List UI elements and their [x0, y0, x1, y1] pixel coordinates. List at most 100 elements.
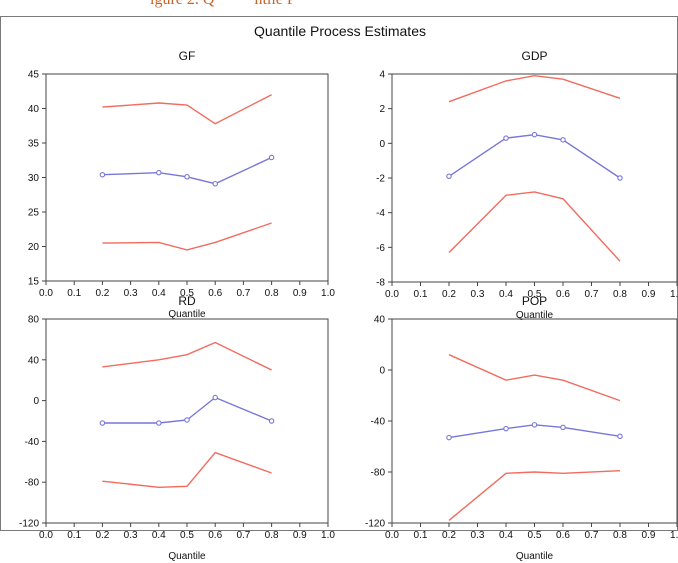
gdp-series-estimate-line: [448, 133, 621, 179]
pop-xtick-label: 0.2: [442, 530, 456, 541]
gf-xtick-label: 0.3: [124, 288, 138, 299]
top-strip: igure 2. Q ntile P: [0, 0, 678, 16]
rd-estimate-point: [99, 420, 106, 426]
gf-ytick-label: 35: [28, 139, 40, 150]
gdp-xtick-label: 0.5: [528, 289, 542, 300]
rd-xtick-label: 0.5: [180, 530, 194, 541]
gf-series-lower-line: [102, 222, 272, 251]
rd-estimate-point: [212, 394, 218, 401]
gdp-series-lower-line: [448, 191, 621, 262]
pop-xtick-label: 0.6: [556, 530, 570, 541]
figure-title: Quantile Process Estimates: [254, 23, 426, 39]
pop-ytick-label: 0: [379, 366, 385, 377]
gdp-xtick-label: 0.7: [585, 289, 599, 300]
pop-xtick-label: 0.7: [585, 530, 599, 541]
rd-series-upper-line: [102, 341, 272, 371]
rd-panel-title: RD: [178, 294, 196, 308]
rd-xtick-label: 0.2: [95, 530, 109, 541]
gf-ytick-label: 20: [28, 242, 40, 253]
rd-xtick-label: 0.9: [293, 530, 307, 541]
pop-estimate-point: [503, 425, 509, 432]
gf-xtick-label: 0.0: [39, 288, 53, 299]
pop-xtick-label: 0.8: [613, 530, 627, 541]
gf-xaxis-label: Quantile: [168, 309, 206, 320]
gf-series-upper-line: [102, 94, 272, 125]
gf-xtick-label: 0.8: [265, 288, 279, 299]
pop-xtick-label: 0.5: [528, 530, 542, 541]
gdp-xtick-label: 0.1: [414, 289, 428, 300]
gdp-estimate-point: [531, 131, 538, 138]
pop-ytick-label: 40: [374, 315, 386, 326]
gdp-panel-title: GDP: [521, 49, 547, 63]
rd-ytick-label: 80: [28, 315, 40, 326]
pop-estimate-point: [560, 424, 566, 431]
cutoff-caption-prefix: igure 2. Q: [150, 0, 214, 8]
gf-ytick-label: 25: [28, 208, 40, 219]
gdp-ytick-label: -6: [376, 243, 385, 254]
gdp-ytick-label: 2: [379, 104, 385, 115]
pop-estimate-point: [446, 434, 452, 441]
rd-xtick-label: 0.7: [236, 530, 250, 541]
gf-xtick-label: 0.1: [67, 288, 81, 299]
gf-estimate-point: [156, 169, 162, 176]
gdp-ytick-label: 4: [379, 70, 385, 81]
gdp-series-upper-line: [448, 74, 621, 103]
rd-xaxis-label: Quantile: [168, 551, 206, 562]
gf-estimate-point: [268, 154, 275, 161]
rd-estimate-point: [268, 418, 275, 424]
rd-xtick-label: 0.3: [124, 530, 138, 541]
gdp-ytick-label: -8: [376, 278, 385, 289]
chart-panel-gdp: GDP -8 -6 -4 -2 0 2 4 0.0 0.1 0.2 0.3 0.4 0.5 0.6 0.7 0.…: [376, 49, 678, 321]
gdp-ytick-label: 0: [379, 139, 385, 150]
pop-estimate-point: [531, 422, 538, 428]
pop-xtick-label: 0.3: [471, 530, 485, 541]
gf-ytick-label: 40: [28, 104, 40, 115]
pop-plot-frame: [391, 318, 678, 524]
chart-panel-pop: POP -120 -80 -40 0 40 0.0 0.1 0.2 0.3 0.4 0.5 0.6 0.7…: [365, 294, 678, 562]
rd-ytick-label: -40: [25, 437, 40, 448]
gdp-xtick-label: 0.4: [499, 289, 513, 300]
rd-ytick-label: 0: [33, 396, 39, 407]
rd-xtick-label: 0.1: [67, 530, 81, 541]
gf-ytick-label: 45: [28, 70, 40, 81]
gf-xtick-label: 0.4: [152, 288, 166, 299]
gf-xtick-label: 0.7: [236, 288, 250, 299]
rd-xtick-label: 0.8: [265, 530, 279, 541]
pop-ytick-label: -80: [371, 468, 386, 479]
rd-estimate-point: [184, 417, 190, 423]
gdp-xtick-label: 0.0: [385, 289, 399, 300]
rd-ytick-label: -80: [25, 478, 40, 489]
pop-xtick-label: 0.4: [499, 530, 513, 541]
gdp-estimate-point: [503, 135, 509, 141]
pop-xtick-label: 0.0: [385, 530, 399, 541]
rd-series-lower-line: [102, 451, 272, 489]
rd-xtick-label: 0.6: [208, 530, 222, 541]
gf-estimate-point: [212, 180, 218, 187]
gdp-xtick-label: 0.3: [471, 289, 485, 300]
pop-ytick-label: -40: [371, 417, 386, 428]
pop-series-upper-line: [448, 354, 621, 402]
gf-panel-title: GF: [179, 49, 196, 63]
gdp-xtick-label: 0.8: [613, 289, 627, 300]
gdp-xaxis-label: Quantile: [516, 310, 554, 321]
pop-xtick-label: 0.9: [642, 530, 656, 541]
gdp-ytick-label: -2: [376, 174, 385, 185]
gdp-xtick-label: 0.2: [442, 289, 456, 300]
pop-xaxis-label: Quantile: [516, 551, 554, 562]
gdp-plot-frame: [391, 73, 678, 283]
pop-series-lower-line: [448, 470, 621, 521]
pop-ytick-label: -120: [365, 519, 385, 530]
rd-ytick-label: 40: [28, 355, 40, 366]
rd-xtick-label: 0.0: [39, 530, 53, 541]
chart-panel-gf: GF 15 20 25 30 35 40 45 0.0 0.1 0.2 0.3 0.4 0.5 0.6 0.7…: [28, 49, 336, 320]
gdp-xtick-label: 1.0: [670, 289, 678, 300]
cutoff-caption: igure 2. Q ntile P: [150, 0, 296, 9]
gf-ytick-label: 15: [28, 277, 40, 288]
pop-xtick-label: 1.0: [670, 530, 678, 541]
pop-panel-title: POP: [522, 294, 547, 308]
rd-ytick-label: -120: [19, 519, 39, 530]
gdp-estimate-point: [617, 175, 623, 181]
figure-frame: Quantile Process Estimates: [0, 16, 678, 531]
pop-xtick-label: 0.1: [414, 530, 428, 541]
rd-xtick-label: 1.0: [321, 530, 335, 541]
